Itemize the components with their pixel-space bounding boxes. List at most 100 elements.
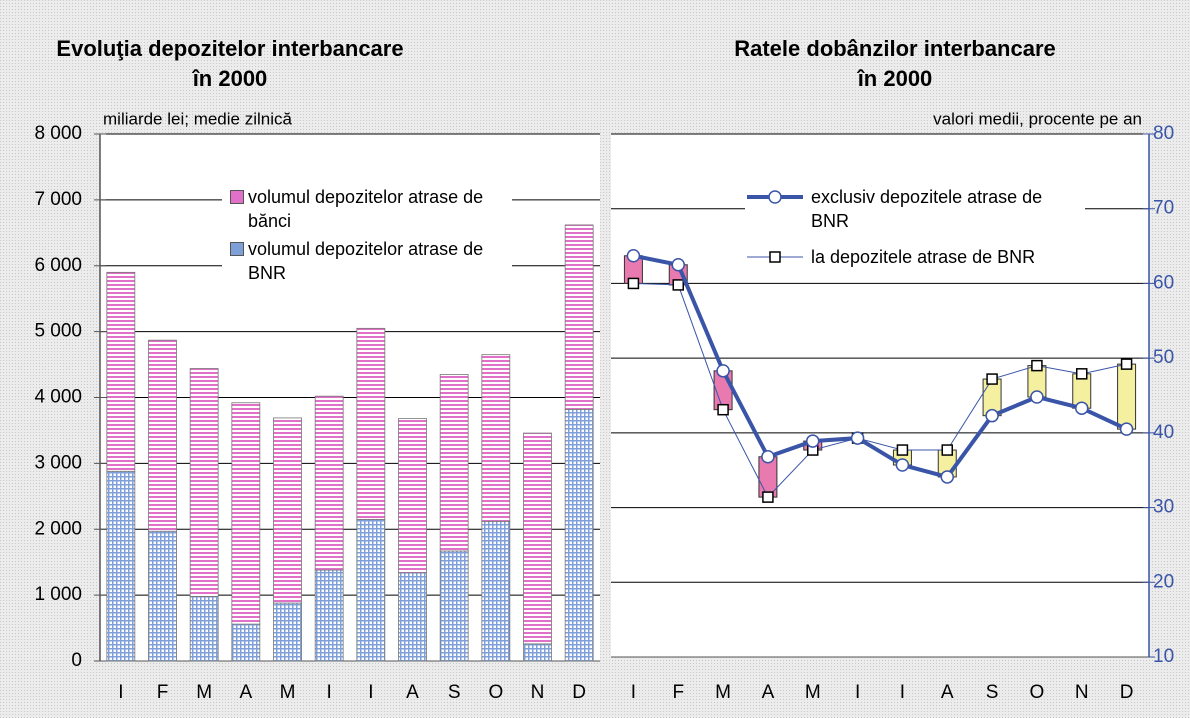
point bbox=[1076, 368, 1088, 380]
bar-segment bbox=[523, 432, 552, 645]
bar-segment bbox=[398, 572, 427, 662]
point bbox=[627, 277, 640, 290]
series-line bbox=[633, 282, 1127, 498]
y-tick-label: 0 bbox=[71, 650, 82, 671]
x-tick-label: I bbox=[631, 682, 636, 703]
up-down-bar bbox=[1117, 363, 1137, 430]
bar-segment bbox=[231, 402, 261, 625]
y-tick-label: 2 000 bbox=[34, 518, 82, 539]
y-tick-label: 7 000 bbox=[34, 189, 82, 210]
x-tick-label: I bbox=[855, 682, 860, 703]
x-tick-label: A bbox=[406, 682, 419, 703]
x-tick-label: I bbox=[118, 682, 123, 703]
point bbox=[761, 450, 775, 464]
point bbox=[626, 249, 641, 263]
y-tick-label: 80 bbox=[1153, 123, 1174, 144]
legend-marker bbox=[768, 190, 782, 204]
point bbox=[762, 491, 774, 503]
x-tick-label: S bbox=[986, 682, 999, 703]
point bbox=[850, 431, 865, 445]
bar-segment bbox=[189, 368, 219, 597]
bar-segment bbox=[273, 417, 302, 604]
point bbox=[895, 458, 910, 472]
x-tick-label: A bbox=[762, 682, 775, 703]
y-tick-label: 4 000 bbox=[34, 387, 82, 408]
bar-segment bbox=[273, 602, 302, 662]
x-tick-label: S bbox=[448, 682, 461, 703]
bar-segment bbox=[481, 520, 511, 662]
x-tick-label: O bbox=[1030, 682, 1045, 703]
bar-segment bbox=[314, 569, 344, 662]
legend: exclusiv depozitele atrase de BNR la depo… bbox=[745, 185, 1085, 281]
point bbox=[986, 373, 998, 385]
y-tick-label: 3 000 bbox=[34, 452, 82, 473]
legend-item: la depozitele atrase de BNR bbox=[745, 245, 1085, 269]
y-tick-label: 60 bbox=[1153, 272, 1174, 293]
point bbox=[1119, 422, 1134, 436]
legend-label: volumul depozitelor atrase de bănci bbox=[248, 187, 484, 231]
title-line: în 2000 bbox=[857, 66, 933, 91]
bar-segment bbox=[148, 339, 177, 532]
point bbox=[1120, 358, 1133, 370]
legend-swatch bbox=[230, 190, 244, 204]
y-tick-label: 5 000 bbox=[34, 321, 82, 342]
x-tick-label: D bbox=[1120, 682, 1134, 703]
legend-item: exclusiv depozitele atrase de BNR bbox=[745, 185, 1085, 233]
legend-marker bbox=[769, 251, 781, 263]
point bbox=[1031, 359, 1043, 372]
x-tick-label: M bbox=[805, 682, 821, 703]
bar-segment bbox=[231, 623, 261, 662]
bar-segment bbox=[564, 408, 594, 662]
x-tick-label: A bbox=[239, 682, 252, 703]
point bbox=[672, 279, 684, 291]
point bbox=[1075, 401, 1089, 415]
bar-segment bbox=[439, 374, 469, 552]
x-tick-label: D bbox=[572, 682, 586, 703]
point bbox=[806, 434, 820, 448]
point bbox=[716, 364, 730, 378]
y-tick-label: 40 bbox=[1153, 422, 1174, 443]
y-tick-label: 8 000 bbox=[34, 123, 82, 144]
bar-segment bbox=[398, 418, 427, 574]
legend-item: volumul depozitelor atrase de bănci bbox=[222, 185, 512, 233]
bar-segment bbox=[356, 327, 386, 520]
legend-item: volumul depozitelor atrase de BNR bbox=[222, 237, 512, 285]
point bbox=[1030, 390, 1044, 404]
chart-title: Ratele dobânzilor interbancare în 2000 bbox=[625, 34, 1165, 94]
x-tick-label: O bbox=[488, 682, 503, 703]
legend-swatch bbox=[747, 251, 803, 263]
bar-segment bbox=[523, 643, 552, 662]
x-tick-label: M bbox=[196, 682, 212, 703]
x-tick-label: M bbox=[715, 682, 731, 703]
y-tick-label: 30 bbox=[1153, 497, 1174, 518]
bar-segment bbox=[481, 354, 511, 522]
title-line: Ratele dobânzilor interbancare bbox=[734, 36, 1056, 61]
bar-segment bbox=[189, 596, 219, 662]
bar-segment bbox=[564, 224, 594, 410]
y-tick-label: 20 bbox=[1153, 571, 1174, 592]
x-tick-label: A bbox=[941, 682, 954, 703]
point bbox=[985, 408, 999, 423]
point bbox=[671, 258, 685, 272]
point bbox=[940, 470, 954, 484]
subtitle: valori medii, procente pe an bbox=[933, 109, 1142, 128]
legend-swatch bbox=[230, 242, 244, 256]
bar-segment bbox=[439, 550, 469, 662]
subtitle: miliarde lei; medie zilnică bbox=[103, 109, 293, 128]
legend-label: exclusiv depozitele atrase de BNR bbox=[811, 187, 1043, 231]
bar-segment bbox=[314, 395, 344, 571]
series-line bbox=[633, 253, 1128, 480]
legend: volumul depozitelor atrase de bănci volum… bbox=[222, 185, 512, 289]
x-tick-label: M bbox=[280, 682, 296, 703]
chart-title: Evoluţia depozitelor interbancare în 2000 bbox=[55, 34, 405, 94]
y-tick-label: 50 bbox=[1153, 347, 1174, 368]
bar-segment bbox=[148, 530, 177, 662]
point bbox=[941, 444, 953, 456]
point bbox=[896, 444, 909, 456]
x-tick-label: F bbox=[672, 682, 684, 703]
x-tick-label: N bbox=[1075, 682, 1089, 703]
y-tick-label: 1 000 bbox=[34, 584, 82, 605]
x-tick-label: F bbox=[157, 682, 169, 703]
